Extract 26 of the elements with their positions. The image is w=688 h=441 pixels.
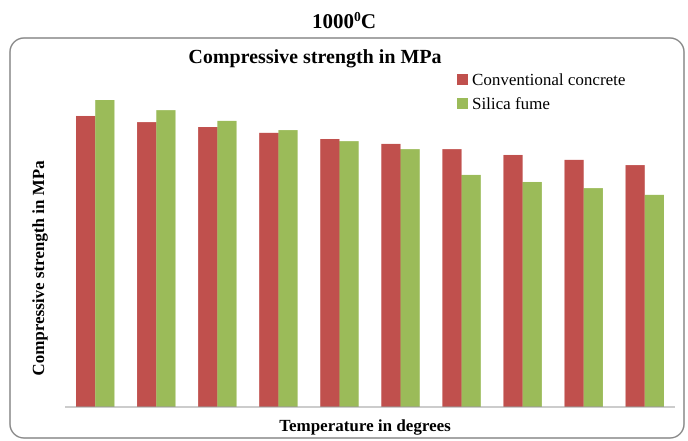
bar <box>522 182 542 407</box>
bar <box>198 127 218 407</box>
legend-label: Conventional concrete <box>472 70 626 89</box>
bar <box>503 154 523 407</box>
bar <box>156 110 176 407</box>
chart-subtitle: Compressive strength in MPa <box>188 46 442 68</box>
bar <box>442 149 462 407</box>
bar <box>462 174 481 407</box>
bar <box>381 144 401 407</box>
bar <box>626 165 645 407</box>
chart-title: 1000$^{0}$C <box>312 8 376 33</box>
bar <box>644 194 664 407</box>
bar <box>95 100 114 407</box>
bar <box>259 132 278 407</box>
bar <box>339 141 359 407</box>
bar <box>400 149 420 407</box>
bar <box>320 138 340 407</box>
bar <box>278 130 298 407</box>
bar <box>584 188 603 407</box>
bar <box>76 116 96 407</box>
bar <box>564 160 584 407</box>
legend-label: Silica fume <box>472 94 550 113</box>
bar <box>137 122 156 407</box>
x-axis-title: Temperature in degrees <box>279 416 452 435</box>
y-axis-title: Compressive strength in MPa <box>29 160 48 376</box>
bar <box>217 120 237 407</box>
